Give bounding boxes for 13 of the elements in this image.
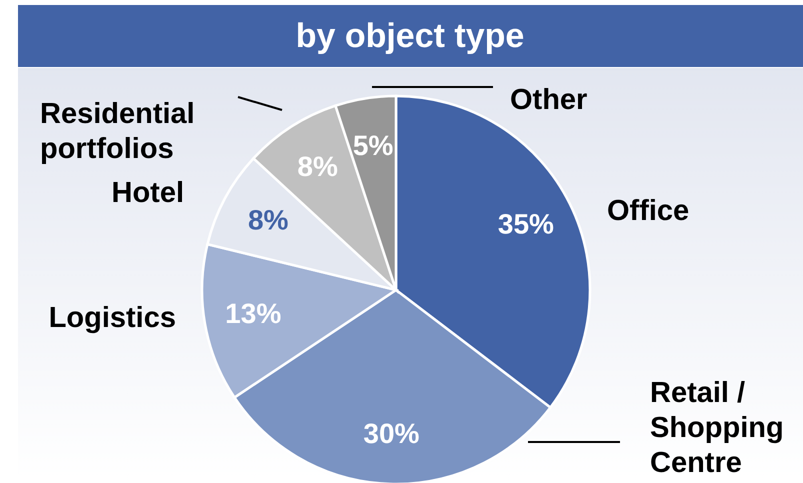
data-label: 5% bbox=[352, 130, 394, 161]
data-label: 8% bbox=[248, 204, 289, 236]
slice-label: Retail / Shopping Centre bbox=[650, 377, 784, 479]
data-label: 13% bbox=[225, 298, 282, 330]
data-label: 8% bbox=[297, 151, 338, 182]
slice-label: Office bbox=[607, 195, 690, 227]
slice-label: Hotel bbox=[112, 177, 184, 209]
slice-label: Other bbox=[510, 84, 588, 116]
chart-title: by object type bbox=[296, 17, 524, 55]
slice-label: Logistics bbox=[48, 302, 176, 334]
slice-label: Residential portfolios bbox=[40, 98, 195, 165]
data-label: 35% bbox=[498, 208, 554, 240]
data-label: 30% bbox=[363, 418, 420, 449]
